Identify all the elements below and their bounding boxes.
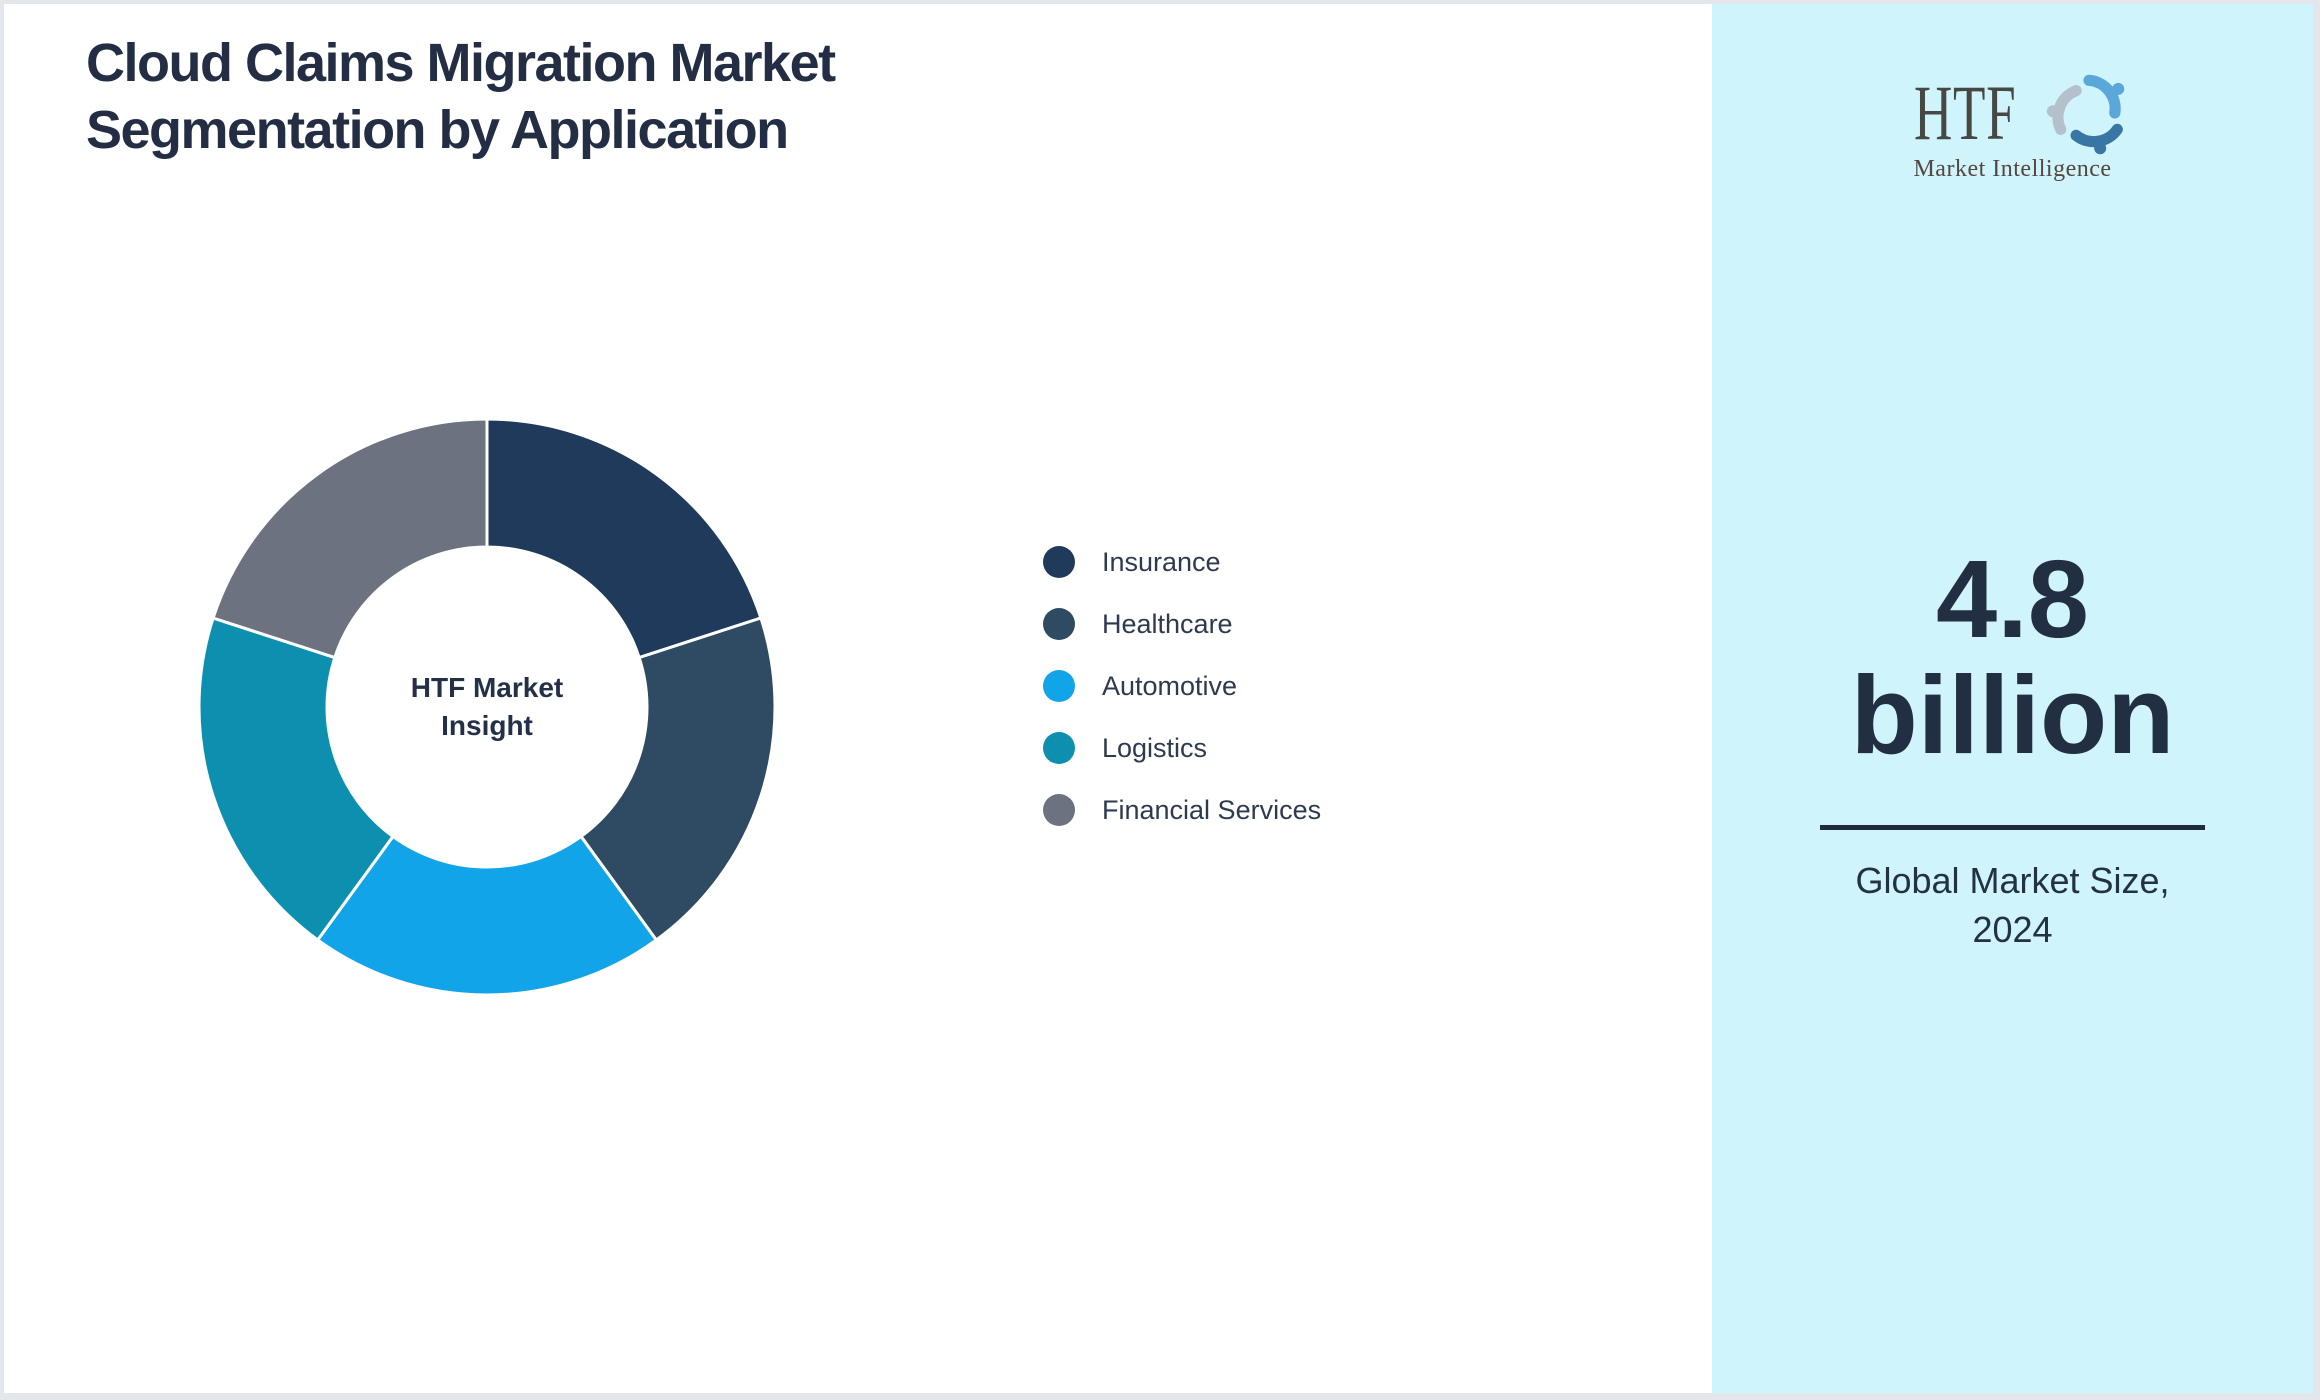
market-size-caption-line2: 2024 bbox=[1972, 909, 2053, 950]
htf-logo-text: HTF bbox=[1914, 69, 2017, 156]
legend-item-logistics: Logistics bbox=[1043, 732, 1321, 764]
legend-label-healthcare: Healthcare bbox=[1102, 608, 1233, 639]
legend-label-automotive: Automotive bbox=[1102, 670, 1238, 701]
market-size-value: 4.8 billion bbox=[1712, 542, 2313, 774]
legend-item-insurance: Insurance bbox=[1043, 546, 1321, 578]
legend-item-automotive: Automotive bbox=[1043, 670, 1321, 702]
donut-segment-automotive bbox=[315, 834, 659, 997]
legend-swatch-logistics-icon bbox=[1043, 732, 1075, 764]
htf-logo-subtext: Market Intelligence bbox=[1913, 156, 2112, 182]
page-title-line2: Segmentation by Application bbox=[86, 100, 789, 160]
market-size-value-line1: 4.8 bbox=[1936, 538, 2089, 661]
legend-item-financial-services: Financial Services bbox=[1043, 794, 1321, 826]
page-title-line1: Cloud Claims Migration Market bbox=[86, 33, 836, 93]
sidebar: HTF Market Intelligence 4.8 bbox=[1712, 4, 2313, 1393]
legend-swatch-financial-services-icon bbox=[1043, 794, 1075, 826]
market-size-value-line2: billion bbox=[1850, 654, 2175, 777]
donut-segment-insurance bbox=[485, 417, 763, 660]
htf-logo-dolphins-icon bbox=[2046, 74, 2124, 155]
legend-label-insurance: Insurance bbox=[1102, 546, 1221, 577]
legend-label-financial-services: Financial Services bbox=[1102, 794, 1322, 825]
market-size-divider bbox=[1820, 825, 2205, 830]
chart-legend: Insurance Healthcare Automotive Logistic… bbox=[1043, 546, 1321, 856]
donut-segment-financial-services bbox=[211, 417, 489, 660]
legend-label-logistics: Logistics bbox=[1102, 732, 1208, 763]
legend-item-healthcare: Healthcare bbox=[1043, 608, 1321, 640]
htf-logo-row: HTF bbox=[1712, 70, 2313, 156]
page-title: Cloud Claims Migration Market Segmentati… bbox=[86, 30, 836, 164]
htf-logo: HTF Market Intelligence bbox=[1712, 70, 2313, 183]
donut-segment-logistics bbox=[197, 616, 396, 943]
legend-swatch-healthcare-icon bbox=[1043, 608, 1075, 640]
donut-segment-healthcare bbox=[578, 616, 777, 943]
market-size-caption: Global Market Size, 2024 bbox=[1712, 856, 2313, 954]
donut-chart: HTF Market Insight bbox=[187, 407, 787, 1007]
infographic-canvas: Cloud Claims Migration Market Segmentati… bbox=[4, 4, 2313, 1393]
market-size-caption-line1: Global Market Size, bbox=[1855, 860, 2170, 901]
donut-chart-svg bbox=[197, 417, 777, 997]
legend-swatch-insurance-icon bbox=[1043, 546, 1075, 578]
legend-swatch-automotive-icon bbox=[1043, 670, 1075, 702]
